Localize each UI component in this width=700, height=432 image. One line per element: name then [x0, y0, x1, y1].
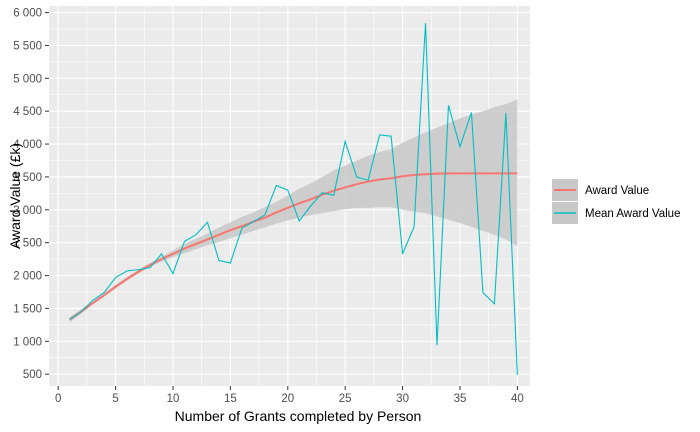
legend-item-mean-award-value: Mean Award Value [552, 202, 680, 224]
mean-award-value-line [69, 23, 518, 375]
y-axis-title: Award Value (£k) [7, 143, 23, 249]
grid-minor [49, 6, 530, 386]
y-tick-label: 5 000 [13, 73, 42, 85]
y-tick-label: 3 500 [13, 172, 42, 184]
legend-label-award-value: Award Value [585, 185, 649, 197]
y-tick-label: 4 500 [13, 106, 42, 118]
x-tick-label: 0 [55, 393, 61, 405]
x-tick-label: 20 [281, 393, 294, 405]
legend-item-award-value: Award Value [552, 179, 649, 201]
y-tick-label: 3 000 [13, 205, 42, 217]
y-axis: 500 1 000 1 500 2 000 2 500 3 000 3 500 4 000 4 … [13, 8, 49, 381]
x-tick-label: 10 [167, 393, 180, 405]
confidence-ribbon [69, 99, 518, 323]
x-axis: 0 5 10 15 20 25 30 35 40 [55, 386, 524, 405]
y-tick-label: 2 500 [13, 238, 42, 250]
y-tick-label: 2 000 [13, 271, 42, 283]
x-tick-label: 30 [396, 393, 409, 405]
x-tick-label: 5 [112, 393, 118, 405]
x-tick-label: 25 [339, 393, 352, 405]
y-tick-label: 500 [23, 369, 42, 381]
x-tick-label: 35 [454, 393, 467, 405]
y-tick-label: 1 000 [13, 336, 42, 348]
y-tick-label: 1 500 [13, 303, 42, 315]
y-tick-label: 5 500 [13, 40, 42, 52]
x-tick-label: 40 [511, 393, 524, 405]
x-tick-label: 15 [224, 393, 237, 405]
x-axis-title: Number of Grants completed by Person [175, 408, 422, 424]
legend-label-mean-award-value: Mean Award Value [585, 208, 680, 220]
y-tick-label: 4 000 [13, 139, 42, 151]
legend: Award Value Mean Award Value [552, 179, 680, 224]
y-tick-label: 6 000 [13, 8, 42, 20]
